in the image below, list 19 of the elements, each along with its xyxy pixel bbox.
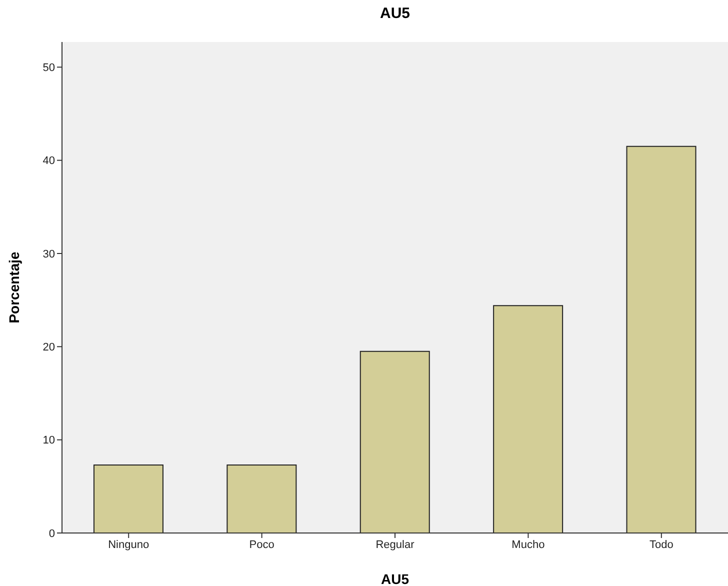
x-tick-label: Regular <box>376 538 415 551</box>
bar <box>493 305 564 533</box>
y-tick-label: 0 <box>48 528 55 540</box>
y-tick-label: 50 <box>42 62 55 74</box>
bar <box>360 350 430 533</box>
x-tick-label: Poco <box>249 538 274 551</box>
y-tick-label: 10 <box>42 434 55 447</box>
y-tick-label: 30 <box>42 248 55 260</box>
y-tick-label: 20 <box>42 342 55 354</box>
y-axis-title: Porcentaje <box>6 251 22 324</box>
x-tick-label: Mucho <box>512 538 545 551</box>
x-tick-label: Ninguno <box>108 538 150 551</box>
bar <box>93 464 164 533</box>
chart-title: AU5 <box>378 5 411 22</box>
x-axis-title: AU5 <box>380 571 410 586</box>
y-tick-label: 40 <box>42 155 55 168</box>
x-tick-label: Todo <box>649 538 674 551</box>
bar <box>226 464 297 533</box>
bar <box>626 146 696 533</box>
